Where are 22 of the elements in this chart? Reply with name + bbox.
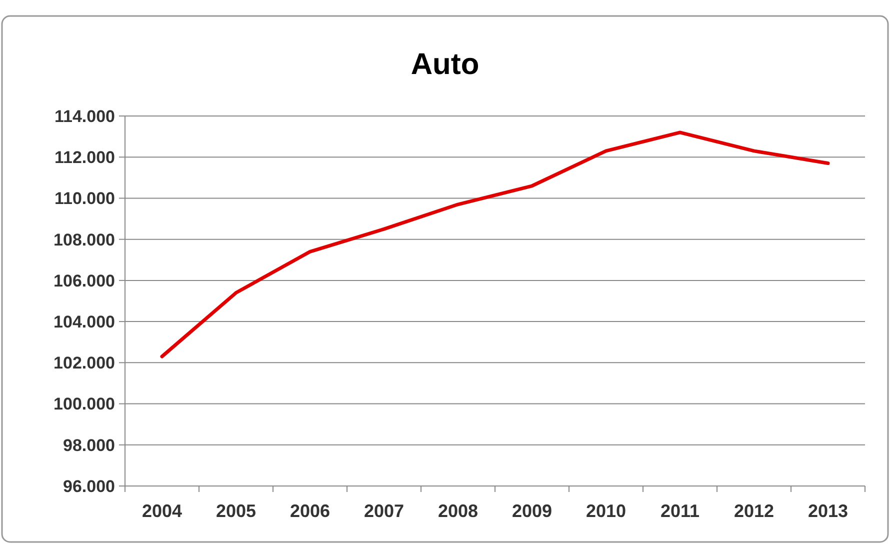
x-tick-label: 2009 [512, 501, 552, 521]
y-tick-label: 112.000 [54, 148, 115, 168]
x-tick-label: 2010 [586, 501, 626, 521]
y-tick-label: 106.000 [54, 271, 115, 290]
x-tick-label: 2012 [734, 501, 774, 521]
x-tick-label: 2005 [216, 501, 256, 521]
y-tick-label: 100.000 [54, 394, 115, 414]
x-tick-label: 2008 [438, 501, 478, 521]
y-tick-label: 114.000 [54, 106, 115, 126]
chart-title: Auto [410, 48, 480, 81]
y-tick-label: 102.000 [54, 354, 115, 373]
y-tick-label: 96.000 [63, 476, 115, 496]
x-tick-label: 2006 [290, 501, 330, 521]
y-tick-label: 110.000 [54, 189, 115, 208]
y-tick-label: 98.000 [63, 436, 115, 455]
x-tick-label: 2011 [660, 501, 700, 521]
line-series [160, 130, 830, 358]
y-tick-label: 104.000 [54, 312, 115, 332]
y-tick-label: 108.000 [54, 230, 115, 250]
x-tick-label: 2013 [808, 501, 848, 521]
x-tick-label: 2007 [364, 501, 404, 521]
x-tick-label: 2004 [142, 501, 182, 521]
